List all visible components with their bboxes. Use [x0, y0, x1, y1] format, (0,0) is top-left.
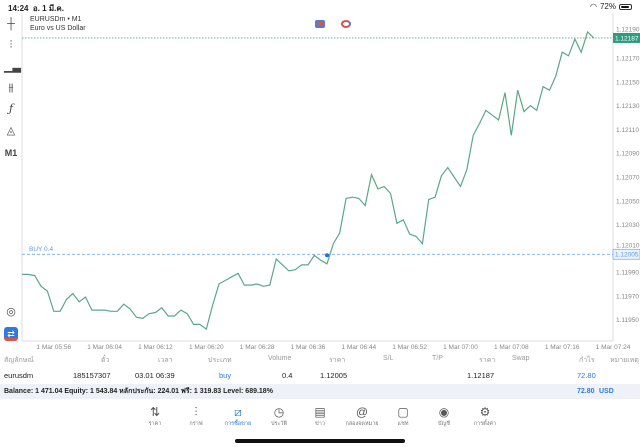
function-icon[interactable]: ƒ: [8, 102, 14, 115]
x-tick-label: 1 Mar 06:28: [240, 344, 275, 351]
y-tick-label: 1.12170: [616, 56, 640, 63]
col-profit[interactable]: กำไร: [579, 357, 595, 364]
col-swap[interactable]: Swap: [512, 355, 530, 362]
col-volume[interactable]: Volume: [268, 355, 292, 362]
entry-price-label: 1.12005: [615, 252, 639, 259]
col-type[interactable]: ประเภท: [208, 357, 232, 364]
tab-trade[interactable]: ⧄ การซื้อขาย: [215, 404, 261, 428]
y-tick-label: 1.12050: [616, 198, 640, 205]
y-tick-label: 1.12130: [616, 103, 640, 110]
symbol-info[interactable]: EURUSDm • M1 Euro vs US Dollar: [30, 15, 86, 33]
status-bar: 14:24 อ. 1 มี.ค. ◠ 72%: [0, 0, 640, 13]
tab-settings[interactable]: ⚙ การตั้งค่า: [462, 404, 508, 428]
col-time[interactable]: เวลา: [158, 357, 173, 364]
y-tick-label: 1.11970: [616, 293, 639, 300]
y-tick-label: 1.12030: [616, 222, 640, 229]
chart-search-icon[interactable]: ◎: [6, 306, 16, 318]
sort-arrows-icon: ⇅: [149, 405, 161, 419]
row-ticket: 185157307: [73, 371, 111, 380]
bottom-tab-bar: ⇅ ราคา ⫶ กราฟ ⧄ การซื้อขาย ◷ ประวัติ ▤ ข่าว @…: [0, 404, 640, 434]
current-price-label: 1.12187: [615, 35, 639, 42]
one-click-trading-icon[interactable]: ⇄: [4, 327, 18, 341]
y-tick-label: 1.12070: [616, 175, 640, 182]
tab-news[interactable]: ▤ ข่าว: [297, 404, 343, 428]
objects-icon[interactable]: ◬: [6, 125, 16, 137]
price-chart[interactable]: 1.12190 1.12170 1.12150 1.12130 1.12110 1.120…: [0, 0, 640, 352]
balance-summary: Balance: 1 471.04 Equity: 1 543.84 หลักป…: [4, 388, 273, 395]
tab-mailbox[interactable]: @ กล่องจดหมาย: [339, 404, 385, 428]
row-symbol: eurusdm: [4, 371, 34, 380]
y-tick-label: 1.12090: [616, 151, 640, 158]
col-ticket[interactable]: ตั๋ว: [101, 357, 110, 364]
tab-quotes[interactable]: ⇅ ราคา: [132, 404, 178, 428]
chat-icon: ▢: [397, 405, 409, 419]
row-time: 03.01 06:39: [135, 371, 175, 380]
buy-order-label: BUY 0.4: [29, 246, 53, 253]
y-tick-label: 1.12150: [616, 79, 640, 86]
tab-account[interactable]: ◉ บัญชี: [421, 404, 467, 428]
col-symbol[interactable]: สัญลักษณ์: [4, 357, 34, 364]
indicators-icon[interactable]: ⫵: [8, 82, 14, 94]
wifi-icon: ◠: [590, 2, 597, 11]
y-tick-label: 1.12110: [616, 127, 639, 134]
x-tick-label: 1 Mar 06:04: [87, 344, 122, 351]
symbol-description: Euro vs US Dollar: [30, 25, 86, 32]
row-type: buy: [219, 371, 232, 380]
account-icon: ◉: [438, 405, 450, 419]
y-tick-label: 1.11990: [616, 270, 639, 277]
currency: USD: [599, 388, 614, 395]
tab-chat[interactable]: ▢ แชท: [380, 404, 426, 428]
tab-chart[interactable]: ⫶ กราฟ: [173, 404, 219, 428]
x-tick-label: 1 Mar 06:36: [291, 344, 326, 351]
news-icon: ▤: [314, 405, 326, 419]
history-icon: ◷: [273, 405, 285, 419]
chart-toolbar: ┼ ⫶ ▁▃ ⫵ ƒ ◬ M1 ◎ ⇄: [0, 12, 22, 352]
entry-price-tag: [612, 248, 640, 260]
price-line: [22, 30, 595, 331]
x-tick-label: 1 Mar 07:08: [494, 344, 529, 351]
x-tick-label: 1 Mar 06:52: [392, 344, 427, 351]
y-tick-label: 1.11950: [616, 317, 639, 324]
timeframe-button[interactable]: M1: [4, 148, 18, 158]
tab-history[interactable]: ◷ ประวัติ: [256, 404, 302, 428]
settings-icon: ⚙: [479, 405, 491, 419]
y-tick-label: 1.12190: [616, 26, 640, 33]
x-tick-label: 1 Mar 05:56: [36, 344, 71, 351]
home-indicator[interactable]: [235, 439, 405, 443]
total-profit: 72.80: [577, 388, 595, 395]
battery-icon: [619, 3, 632, 10]
col-open-price[interactable]: ราคา: [329, 357, 346, 364]
col-price[interactable]: ราคา: [479, 357, 496, 364]
volume-bars-icon[interactable]: ▁▃: [4, 61, 21, 73]
current-price-tag: [613, 32, 640, 43]
status-time: 14:24 อ. 1 มี.ค.: [8, 4, 64, 13]
col-sl[interactable]: S/L: [383, 355, 394, 362]
symbol-name[interactable]: EURUSDm • M1: [30, 16, 82, 23]
row-open-price: 1.12005: [320, 371, 348, 380]
balance-bar: Balance: 1 471.04 Equity: 1 543.84 หลักป…: [0, 384, 640, 399]
candles-icon[interactable]: ⫶: [9, 39, 13, 51]
x-tick-label: 1 Mar 07:24: [596, 344, 631, 351]
row-profit: 72.80: [577, 371, 596, 380]
x-tick-label: 1 Mar 07:16: [545, 344, 580, 351]
row-price: 1.12187: [467, 371, 495, 380]
quick-trade-icon[interactable]: [315, 20, 325, 28]
col-comment[interactable]: หมายเหตุ: [610, 357, 639, 364]
trade-chart-icon: ⧄: [234, 405, 242, 419]
x-tick-label: 1 Mar 06:20: [189, 344, 224, 351]
battery-percent: 72%: [599, 2, 616, 11]
x-tick-label: 1 Mar 07:00: [443, 344, 478, 351]
entry-marker: [325, 253, 330, 258]
candles-icon: ⫶: [194, 405, 198, 419]
x-tick-label: 1 Mar 06:44: [341, 344, 376, 351]
y-tick-label: 1.12010: [616, 243, 640, 250]
col-tp[interactable]: T/P: [432, 355, 443, 362]
row-volume: 0.4: [282, 371, 293, 380]
sync-icon[interactable]: [341, 20, 351, 28]
x-tick-label: 1 Mar 06:12: [138, 344, 173, 351]
mail-at-icon: @: [355, 405, 369, 419]
crosshair-icon[interactable]: ┼: [7, 18, 15, 30]
